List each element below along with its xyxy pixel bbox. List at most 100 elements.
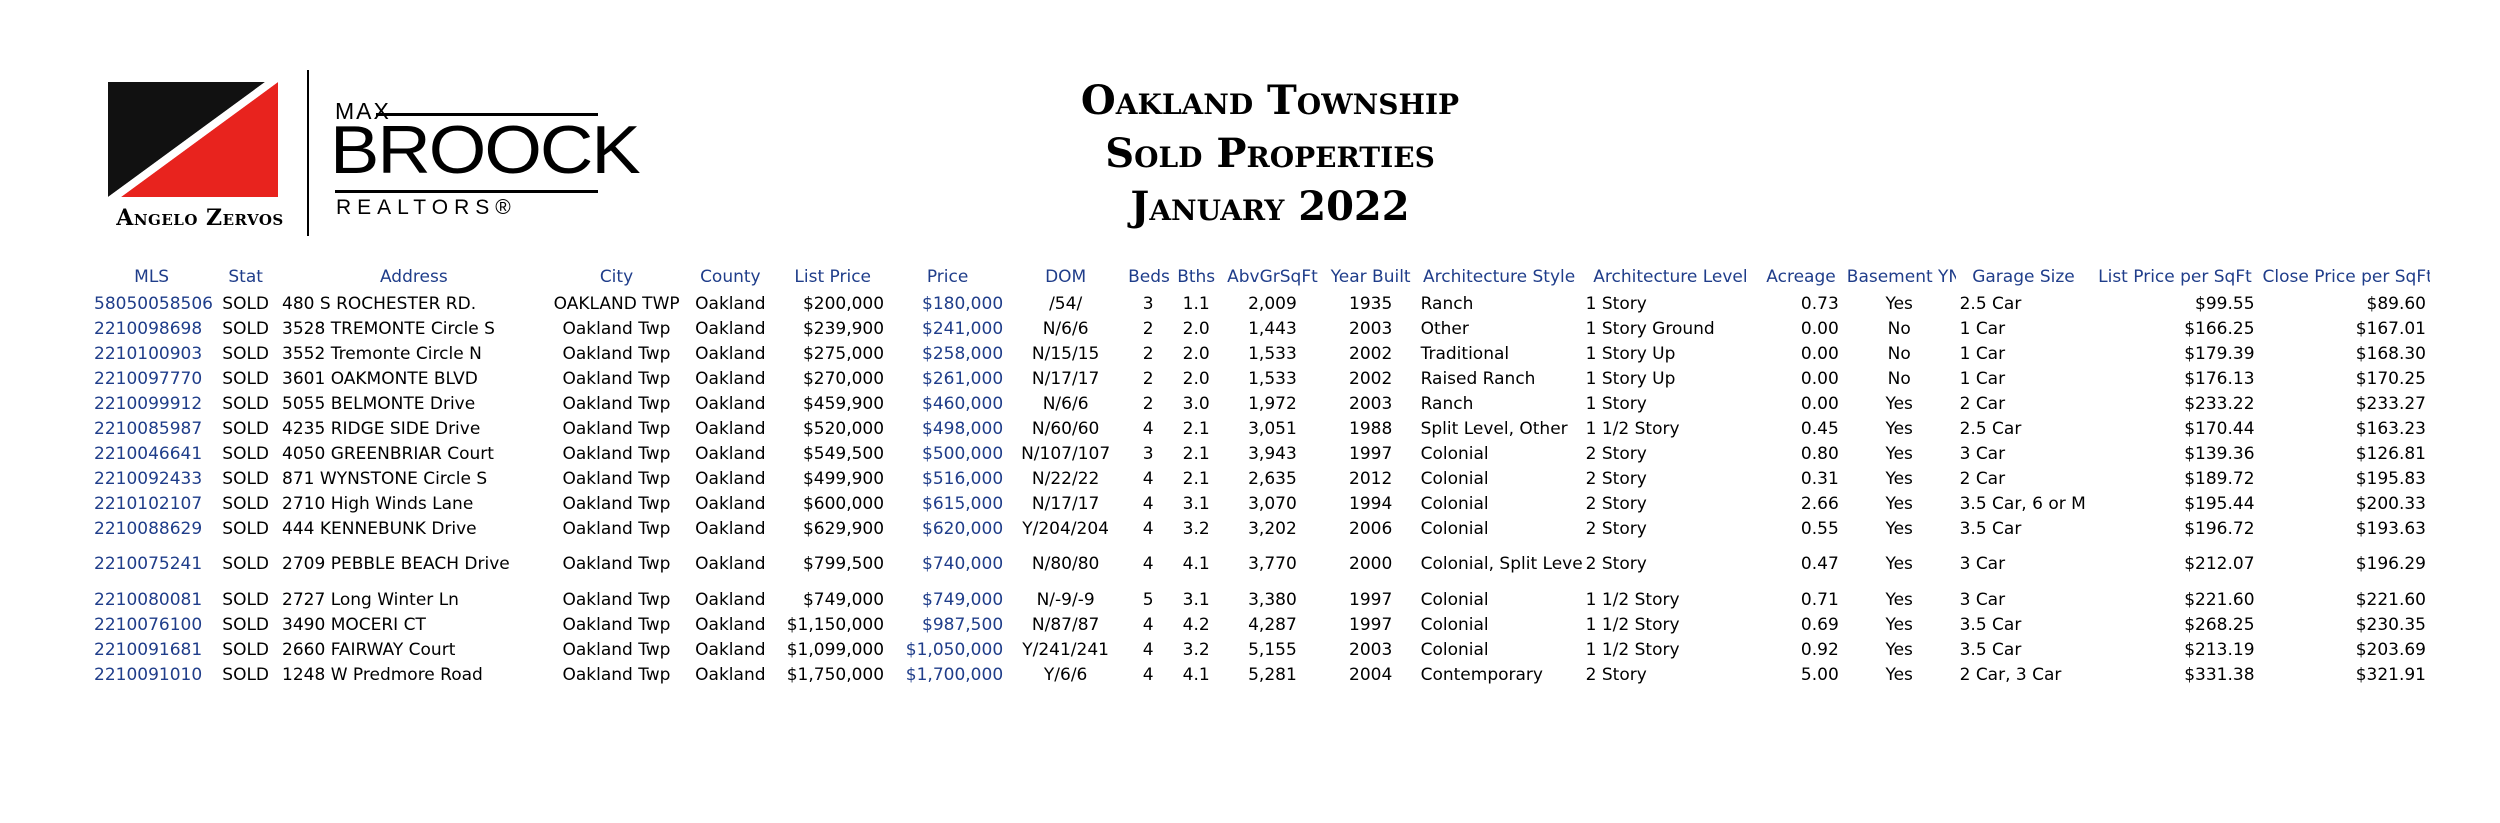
table-cell: $261,000 <box>922 368 1004 389</box>
table-cell: Oakland Twp <box>562 493 671 514</box>
table-cell: SOLD <box>222 418 270 439</box>
title-line-3: January 2022 <box>1130 183 1410 230</box>
table-cell: 0.73 <box>1800 293 1839 314</box>
table-cell: 0.55 <box>1800 518 1839 539</box>
mls-link[interactable]: 2210046641 <box>94 443 203 464</box>
table-cell: 2.1 <box>1182 468 1210 489</box>
table-cell: SOLD <box>222 468 270 489</box>
table-cell: Oakland Twp <box>562 393 671 414</box>
column-header: Basement YN <box>1846 267 1956 287</box>
table-cell: 2 Car, 3 Car <box>1959 664 2062 685</box>
table-cell: N/17/17 <box>1031 493 1100 514</box>
mls-link[interactable]: 2210102107 <box>94 493 203 514</box>
table-cell: Oakland Twp <box>562 589 671 610</box>
table-cell: N/87/87 <box>1031 614 1100 635</box>
column-header: Architecture Level <box>1593 267 1748 287</box>
table-row: 2210098698 SOLD 3528 TREMONTE Circle S Oakl… <box>90 316 2430 341</box>
table-cell: 2 Story <box>1585 518 1647 539</box>
table-header-row: MLS Stat Address City County List Price Price D… <box>90 263 2430 291</box>
table-cell: $200.33 <box>2355 493 2426 514</box>
table-cell: Oakland <box>695 554 766 574</box>
table-cell: $233.27 <box>2355 393 2426 414</box>
table-cell: 4.1 <box>1182 664 1210 685</box>
table-cell: 3.0 <box>1182 393 1210 414</box>
table-cell: 1,533 <box>1248 368 1297 389</box>
table-row: 2210102107 SOLD 2710 High Winds Lane Oaklan… <box>90 491 2430 516</box>
table-cell: $139.36 <box>2184 443 2255 464</box>
table-cell: Ranch <box>1420 293 1474 314</box>
table-cell: $520,000 <box>802 418 885 439</box>
table-cell: 2 Story <box>1585 443 1647 464</box>
table-cell: 3.2 <box>1182 518 1210 539</box>
column-header: Beds <box>1128 267 1170 287</box>
table-cell: Yes <box>1885 468 1913 489</box>
title-line-2: Sold Properties <box>1105 130 1435 177</box>
table-cell: $258,000 <box>922 343 1004 364</box>
table-cell: Oakland <box>695 343 766 364</box>
table-cell: 3 Car <box>1959 443 2006 464</box>
mls-link[interactable]: 2210091010 <box>94 664 203 685</box>
table-cell: 1 1/2 Story <box>1585 589 1680 610</box>
table-cell: No <box>1887 343 1911 364</box>
table-cell: SOLD <box>222 393 270 414</box>
table-cell: 1 Story Up <box>1585 368 1676 389</box>
table-cell: 3.1 <box>1182 589 1210 610</box>
table-cell: $331.38 <box>2184 664 2255 685</box>
mls-link[interactable]: 2210092433 <box>94 468 203 489</box>
mls-link[interactable]: 2210085987 <box>94 418 203 439</box>
mls-link[interactable]: 2210100903 <box>94 343 203 364</box>
agent-name: Angelo Zervos <box>116 205 284 231</box>
title-line-1: Oakland Township <box>1080 77 1460 124</box>
report-title: Oakland Township Sold Properties January… <box>950 74 1590 233</box>
table-cell: $195.44 <box>2184 493 2255 514</box>
table-row: 2210046641 SOLD 4050 GREENBRIAR Court Oakla… <box>90 441 2430 466</box>
table-cell: Traditional <box>1420 343 1510 364</box>
table-cell: Y/241/241 <box>1022 639 1109 660</box>
table-cell: 1994 <box>1349 493 1393 514</box>
table-cell: 5055 BELMONTE Drive <box>282 393 476 414</box>
table-cell: 1 Car <box>1959 318 2006 339</box>
table-cell: 1 1/2 Story <box>1585 639 1680 660</box>
table-cell: SOLD <box>222 293 270 314</box>
table-cell: Colonial <box>1420 639 1489 660</box>
mls-link[interactable]: 2210098698 <box>94 318 203 339</box>
table-cell: Colonial <box>1420 443 1489 464</box>
table-cell: 4235 RIDGE SIDE Drive <box>282 418 481 439</box>
table-cell: 2.1 <box>1182 418 1210 439</box>
mls-link[interactable]: 2210097770 <box>94 368 203 389</box>
table-cell: $221.60 <box>2184 589 2255 610</box>
table-cell: Yes <box>1885 589 1913 610</box>
table-cell: 2 <box>1142 318 1154 339</box>
table-cell: 2004 <box>1349 664 1393 685</box>
table-cell: 2.0 <box>1182 368 1210 389</box>
table-row: 58050058506 SOLD 480 S ROCHESTER RD. OAKLAN… <box>90 291 2430 316</box>
mls-link[interactable]: 2210088629 <box>94 518 203 539</box>
table-cell: Oakland Twp <box>562 639 671 660</box>
table-cell: 2003 <box>1349 318 1393 339</box>
mls-link[interactable]: 2210080081 <box>94 589 203 610</box>
table-cell: 3 <box>1142 293 1154 314</box>
table-cell: 1 1/2 Story <box>1585 418 1680 439</box>
table-cell: Ranch <box>1420 393 1474 414</box>
table-cell: 871 WYNSTONE Circle S <box>282 468 488 489</box>
table-cell: N/22/22 <box>1031 468 1100 489</box>
mls-link[interactable]: 2210075241 <box>94 554 203 574</box>
table-cell: 2,009 <box>1248 293 1297 314</box>
table-cell: 3,070 <box>1248 493 1297 514</box>
mls-link[interactable]: 2210099912 <box>94 393 203 414</box>
table-cell: 2006 <box>1349 518 1393 539</box>
table-cell: 3552 Tremonte Circle N <box>282 343 482 364</box>
column-header: AbvGrSqFt <box>1227 267 1318 287</box>
mls-link[interactable]: 2210076100 <box>94 614 203 635</box>
brand-underline <box>335 190 598 193</box>
table-cell: 1 Story <box>1585 393 1647 414</box>
table-cell: SOLD <box>222 589 270 610</box>
table-cell: $193.63 <box>2355 518 2426 539</box>
mls-link[interactable]: 58050058506 <box>94 293 213 314</box>
column-header: DOM <box>1045 267 1087 287</box>
table-cell: 4 <box>1142 468 1154 489</box>
table-cell: $180,000 <box>922 293 1004 314</box>
mls-link[interactable]: 2210091681 <box>94 639 203 660</box>
column-header: Stat <box>228 267 263 287</box>
table-cell: $170.44 <box>2184 418 2255 439</box>
